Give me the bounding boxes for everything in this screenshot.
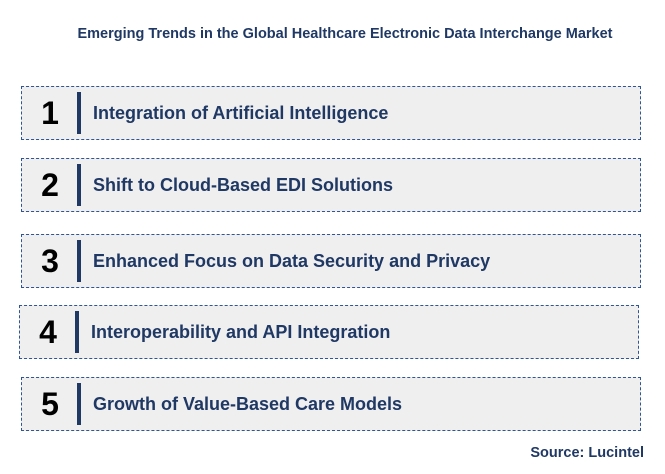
trend-label: Enhanced Focus on Data Security and Priv… [93,251,491,271]
trend-number: 5 [41,386,59,422]
trend-number: 4 [39,314,57,350]
trend-box-1: 1 Integration of Artificial Intelligence [21,86,641,140]
trend-divider [77,240,81,282]
source-credit: Source: Lucintel [530,445,644,461]
diagram-title: Emerging Trends in the Global Healthcare… [77,26,613,42]
trend-box-3: 3 Enhanced Focus on Data Security and Pr… [21,234,641,288]
trend-label: Shift to Cloud-Based EDI Solutions [93,175,393,195]
trend-divider [77,383,81,425]
trend-box-4: 4 Interoperability and API Integration [19,305,639,359]
trend-divider [75,311,79,353]
trend-divider [77,164,81,206]
trend-number: 3 [41,243,59,279]
trend-label: Growth of Value-Based Care Models [93,394,403,414]
trend-label: Interoperability and API Integration [91,322,391,342]
trend-box-5: 5 Growth of Value-Based Care Models [21,377,641,431]
trend-label: Integration of Artificial Intelligence [93,103,389,123]
trend-divider [77,92,81,134]
trend-number: 1 [41,95,59,131]
trend-box-2: 2 Shift to Cloud-Based EDI Solutions [21,158,641,212]
trend-number: 2 [41,167,59,203]
